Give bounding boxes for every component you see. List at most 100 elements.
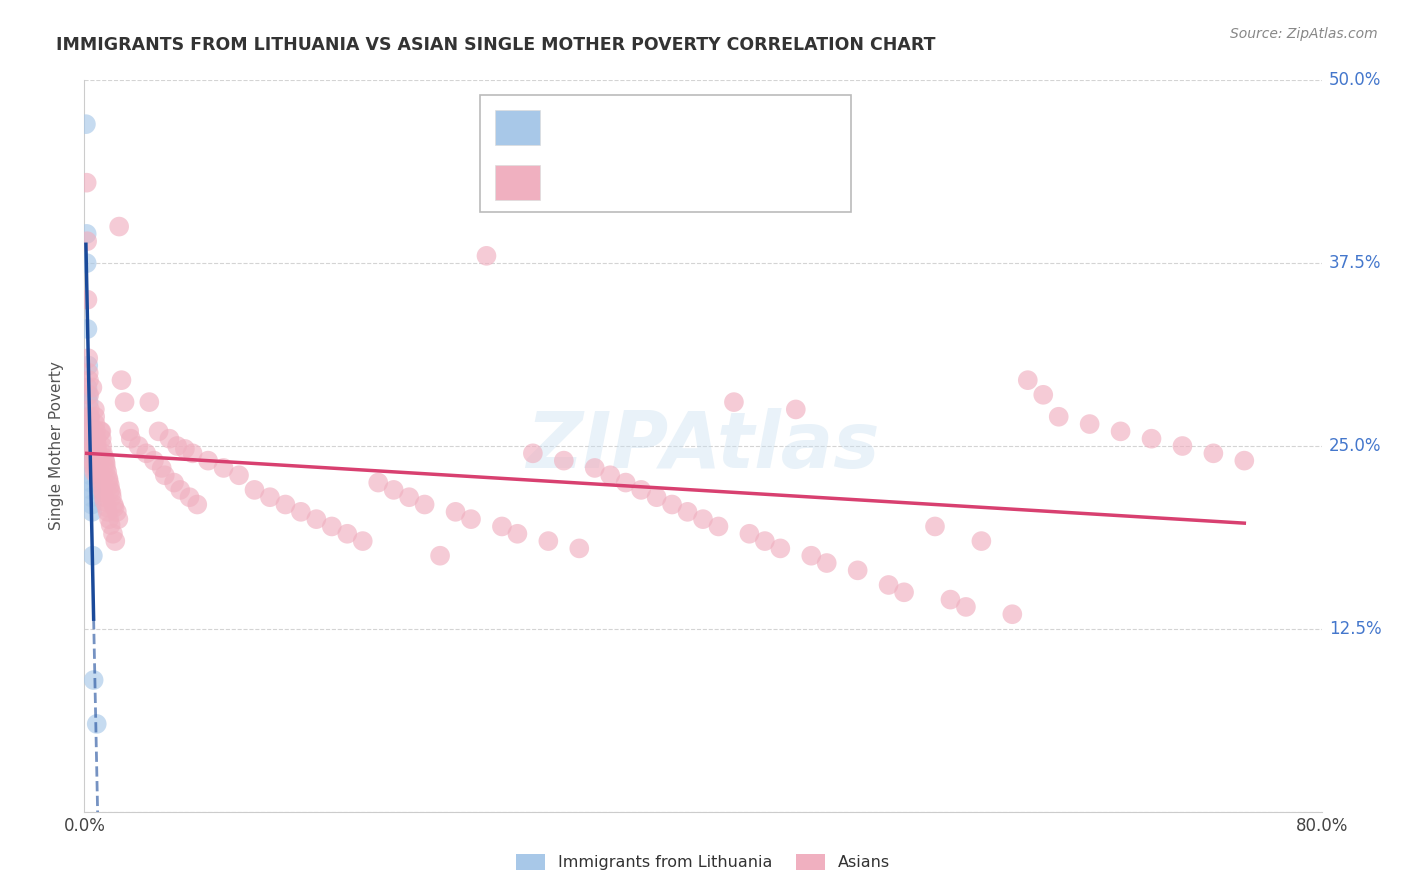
Point [100, 485, 122, 500]
Point [179, 490, 201, 504]
Point [166, 439, 188, 453]
Point [630, 483, 652, 497]
Point [893, 585, 915, 599]
Text: 37.5%: 37.5% [1329, 254, 1381, 272]
Point [1109, 425, 1132, 439]
Point [707, 519, 730, 533]
Point [76, 380, 98, 394]
Point [1233, 453, 1256, 467]
Point [661, 498, 683, 512]
Point [79, 417, 101, 431]
Point [75, 117, 97, 131]
Point [94, 461, 117, 475]
Point [80, 439, 103, 453]
Point [754, 534, 776, 549]
Point [79, 446, 101, 460]
Point [169, 483, 191, 497]
Point [94, 453, 117, 467]
Point [77, 425, 100, 439]
Point [475, 249, 498, 263]
Point [460, 512, 482, 526]
Point [97, 471, 120, 485]
Point [79, 409, 101, 424]
Point [101, 526, 124, 541]
Point [846, 563, 869, 577]
Point [83, 673, 105, 687]
Point [93, 490, 115, 504]
Point [197, 453, 219, 467]
Point [645, 490, 668, 504]
Point [1047, 409, 1070, 424]
Point [97, 474, 120, 488]
Point [103, 500, 125, 515]
Point [1032, 388, 1054, 402]
Point [877, 578, 900, 592]
Point [444, 505, 467, 519]
Point [82, 380, 104, 394]
Text: IMMIGRANTS FROM LITHUANIA VS ASIAN SINGLE MOTHER POVERTY CORRELATION CHART: IMMIGRANTS FROM LITHUANIA VS ASIAN SINGL… [56, 36, 936, 54]
Point [96, 466, 118, 480]
Point [83, 461, 105, 475]
Point [676, 505, 699, 519]
Text: 25.0%: 25.0% [1329, 437, 1381, 455]
Point [96, 500, 118, 515]
Point [91, 483, 114, 497]
Point [87, 457, 110, 471]
Point [80, 483, 103, 497]
Point [243, 483, 266, 497]
Point [98, 483, 121, 497]
Point [583, 461, 606, 475]
Point [924, 519, 946, 533]
Point [83, 457, 105, 471]
Point [163, 475, 186, 490]
Point [228, 468, 250, 483]
Point [212, 461, 235, 475]
Point [79, 432, 101, 446]
Y-axis label: Single Mother Poverty: Single Mother Poverty [49, 361, 63, 531]
Point [87, 453, 110, 467]
Point [413, 498, 436, 512]
Point [174, 442, 197, 456]
Point [1017, 373, 1039, 387]
Point [1202, 446, 1225, 460]
Point [398, 490, 420, 504]
Point [108, 219, 131, 234]
Point [785, 402, 807, 417]
Point [537, 534, 560, 549]
Point [148, 425, 170, 439]
Point [114, 395, 136, 409]
Point [77, 351, 100, 366]
Point [101, 490, 124, 504]
Point [491, 519, 513, 533]
Point [352, 534, 374, 549]
Legend: Immigrants from Lithuania, Asians: Immigrants from Lithuania, Asians [510, 847, 896, 877]
Point [79, 439, 101, 453]
Point [98, 478, 121, 492]
Point [118, 425, 141, 439]
Point [723, 395, 745, 409]
Point [100, 518, 122, 533]
Point [80, 490, 103, 504]
Point [83, 466, 105, 480]
Point [80, 475, 103, 490]
Point [138, 395, 160, 409]
Point [79, 457, 101, 471]
Point [568, 541, 591, 556]
Point [290, 505, 312, 519]
Point [91, 446, 114, 460]
Point [79, 402, 101, 417]
Point [800, 549, 823, 563]
Point [76, 227, 98, 241]
Point [143, 453, 166, 467]
Point [83, 402, 105, 417]
Point [84, 417, 107, 431]
Point [82, 442, 104, 456]
Point [429, 549, 451, 563]
Point [77, 417, 100, 431]
Point [80, 498, 103, 512]
Point [91, 439, 114, 453]
Point [94, 457, 117, 471]
Point [96, 505, 118, 519]
Point [955, 599, 977, 614]
Point [614, 475, 637, 490]
